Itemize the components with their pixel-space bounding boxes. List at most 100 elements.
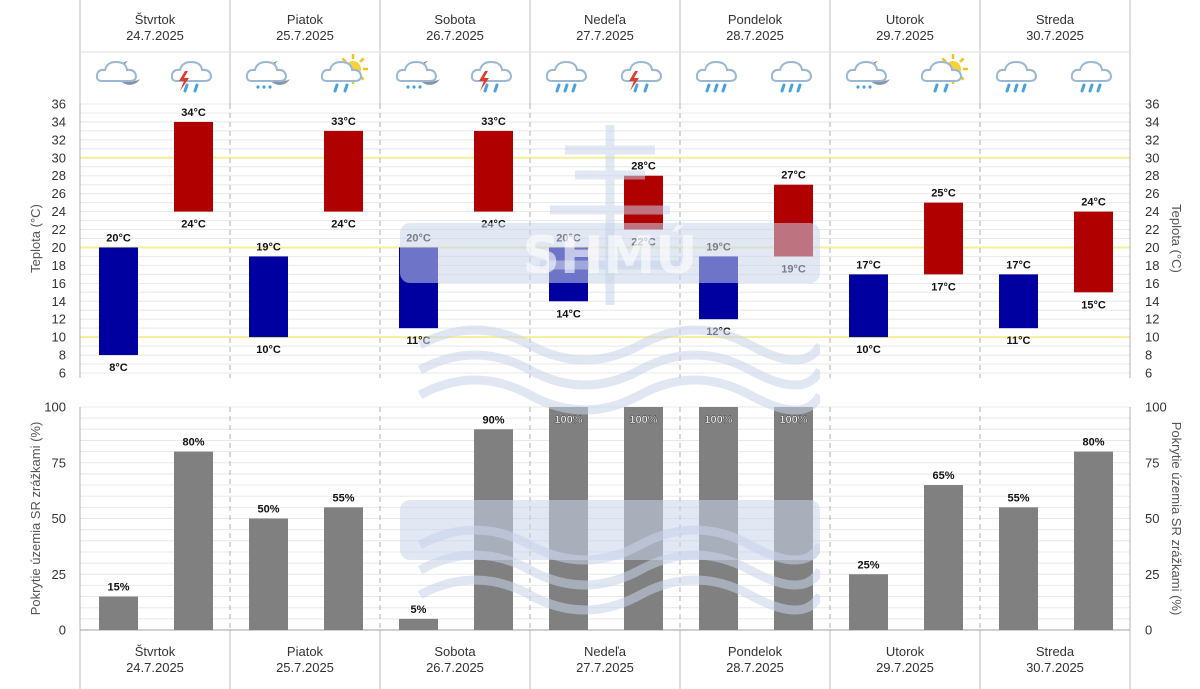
icon-lightning-bolt	[479, 71, 489, 91]
temp-bar-top-label: 33°C	[331, 116, 356, 128]
footer-day-date: 27.7.2025	[576, 660, 634, 675]
header-day-name: Pondelok	[728, 12, 783, 27]
temp-y-tick-right: 16	[1145, 276, 1159, 291]
header-day-date: 30.7.2025	[1026, 28, 1084, 43]
temp-bar-top-label: 17°C	[1006, 259, 1031, 271]
precip-bar-label: 100%	[629, 414, 657, 426]
icon-sun-ray	[341, 57, 347, 63]
icon-rain-drop	[788, 83, 794, 93]
icon-drizzle-dot	[262, 85, 266, 89]
icon-drizzle-dot	[418, 85, 422, 89]
icon-cloud-shape	[995, 60, 1038, 82]
icon-rain-drop	[193, 83, 199, 93]
icon-rain-drop	[1096, 83, 1102, 93]
precip-first-half-bar	[999, 507, 1038, 630]
header-day-date: 28.7.2025	[726, 28, 784, 43]
icon-drizzle-dot	[412, 85, 416, 89]
cloud-rain-icon	[1070, 60, 1113, 93]
footer-day-name: Utorok	[886, 644, 925, 659]
icon-rain-drop	[333, 83, 339, 93]
night-partly-cloudy-icon	[95, 60, 140, 85]
temp-y-tick-left: 28	[52, 168, 66, 183]
icon-rain-drop	[1005, 83, 1011, 93]
icon-lightning-bolt	[179, 71, 189, 91]
temp-y-tick-right: 10	[1145, 330, 1159, 345]
temp-y-tick-right: 6	[1145, 366, 1152, 381]
temp-bar-top-label: 24°C	[1081, 197, 1106, 209]
precip-first-half-bar	[549, 407, 588, 630]
precip-bar-label: 100%	[704, 414, 732, 426]
temp-max-bar	[774, 184, 813, 257]
precip-y-tick-right: 0	[1145, 623, 1152, 638]
precip-y-tick-left: 100	[44, 400, 66, 415]
precip-bar-label: 100%	[554, 414, 582, 426]
temp-bar-top-label: 20°C	[106, 232, 131, 244]
precip-second-half-bar	[624, 407, 663, 630]
icon-rain-drop	[943, 83, 949, 93]
precip-bar-label: 50%	[257, 504, 279, 516]
precip-axis-title-right: Pokrytie územia SR zrážkami (%)	[1169, 422, 1184, 616]
temp-y-tick-right: 20	[1145, 240, 1159, 255]
precip-y-tick-left: 75	[52, 455, 66, 470]
footer-day-name: Streda	[1036, 644, 1075, 659]
icon-cloud-shape	[245, 60, 288, 82]
temp-y-tick-right: 30	[1145, 150, 1159, 165]
temp-y-tick-right: 26	[1145, 186, 1159, 201]
header-day-name: Nedeľa	[584, 12, 627, 27]
temp-axis-title-right: Teplota (°C)	[1169, 204, 1184, 273]
temp-min-bar	[249, 256, 288, 338]
temp-bar-top-label: 33°C	[481, 116, 506, 128]
icon-rain-drop	[705, 83, 711, 93]
precip-bar-label: 90%	[482, 414, 504, 426]
precip-first-half-bar	[99, 596, 138, 630]
precip-y-tick-left: 0	[59, 623, 66, 638]
temp-y-tick-left: 32	[52, 132, 66, 147]
footer-day-name: Piatok	[287, 644, 324, 659]
icon-rain-drop	[493, 83, 499, 93]
header-day-date: 27.7.2025	[576, 28, 634, 43]
temp-y-tick-right: 28	[1145, 168, 1159, 183]
precip-axis-title-left: Pokrytie územia SR zrážkami (%)	[28, 422, 43, 616]
night-cloudy-light-rain-icon	[395, 60, 440, 89]
precip-first-half-bar	[699, 407, 738, 630]
temp-max-bar	[924, 202, 963, 275]
temp-bar-bottom-label: 8°C	[109, 362, 128, 374]
icon-rain-drop	[1088, 83, 1094, 93]
icon-cloud-shape	[1070, 60, 1113, 82]
temp-y-tick-right: 34	[1145, 114, 1159, 129]
icon-lightning-bolt	[629, 71, 639, 91]
precip-second-half-bar	[1074, 451, 1113, 630]
header-day-date: 29.7.2025	[876, 28, 934, 43]
temp-bar-top-label: 27°C	[781, 170, 806, 182]
header-day-name: Sobota	[434, 12, 476, 27]
thunderstorm-rain-icon	[170, 60, 213, 93]
temp-y-tick-right: 32	[1145, 132, 1159, 147]
icon-rain-drop	[780, 83, 786, 93]
cloud-rain-icon	[695, 60, 738, 93]
cloud-rain-icon	[995, 60, 1038, 93]
icon-rain-drop	[1080, 83, 1086, 93]
icon-cloud-shape	[620, 60, 663, 82]
temp-y-tick-left: 30	[52, 150, 66, 165]
header-day-name: Štvrtok	[135, 12, 176, 27]
temp-y-tick-left: 20	[52, 240, 66, 255]
precip-bar-label: 100%	[779, 414, 807, 426]
footer-day-date: 30.7.2025	[1026, 660, 1084, 675]
temp-bar-bottom-label: 10°C	[856, 344, 881, 356]
precip-y-tick-left: 25	[52, 567, 66, 582]
icon-drizzle-dot	[268, 85, 272, 89]
precip-y-tick-right: 100	[1145, 400, 1167, 415]
temp-y-tick-left: 26	[52, 186, 66, 201]
temp-bar-bottom-label: 15°C	[1081, 299, 1106, 311]
icon-rain-drop	[343, 83, 349, 93]
temp-bar-bottom-label: 19°C	[781, 263, 806, 275]
temp-max-bar	[474, 130, 513, 212]
temp-y-tick-left: 36	[52, 97, 66, 112]
header-day-name: Piatok	[287, 12, 324, 27]
temp-bar-top-label: 19°C	[256, 241, 281, 253]
temp-bar-bottom-label: 24°C	[481, 219, 506, 231]
precip-second-half-bar	[924, 485, 963, 630]
icon-sun-ray	[941, 57, 947, 63]
cloud-rain-icon	[545, 60, 588, 93]
icon-rain-drop	[1013, 83, 1019, 93]
